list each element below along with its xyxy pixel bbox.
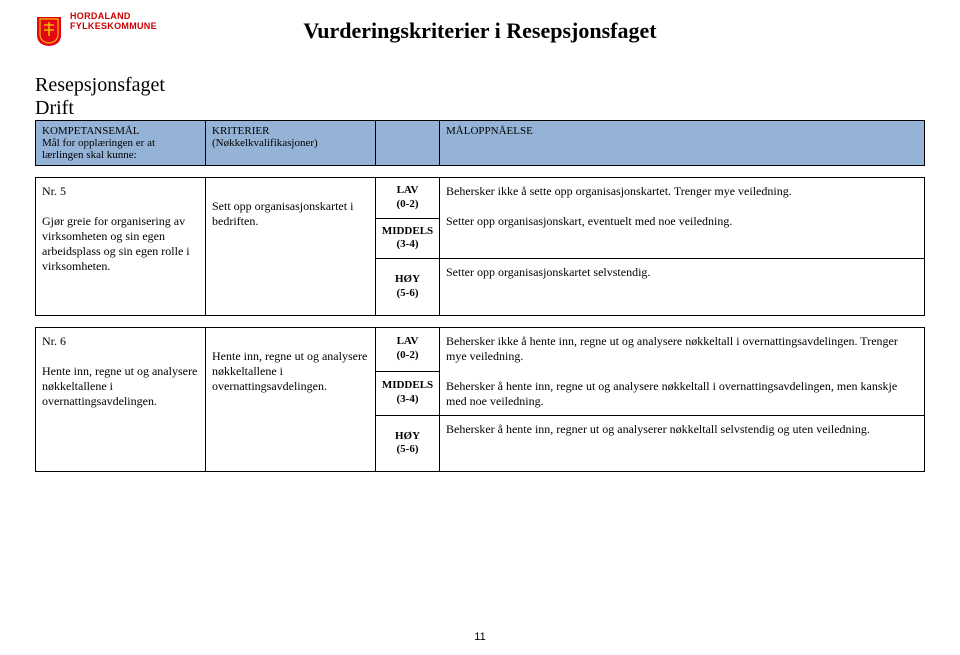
- desc-hoy: Setter opp organisasjonskartet selvstend…: [440, 259, 925, 316]
- spacer-row: [36, 315, 925, 327]
- subject-heading: Resepsjonsfaget Drift: [35, 74, 925, 120]
- desc-lav-mid: Behersker ikke å hente inn, regne ut og …: [440, 327, 925, 415]
- level-hoy: HØY (5-6): [376, 259, 440, 316]
- logo-text: HORDALAND FYLKESKOMMUNE: [70, 12, 157, 32]
- desc-lav-mid: Behersker ikke å sette opp organisasjons…: [440, 178, 925, 259]
- header-col-level: [376, 121, 440, 166]
- header-col-criteria: KRITERIER (Nøkkelkvalifikasjoner): [206, 121, 376, 166]
- spacer-row: [36, 166, 925, 178]
- desc-lav-text: Behersker ikke å sette opp organisasjons…: [446, 184, 792, 198]
- criteria-text: Sett opp organisasjonskartet i bedriften…: [212, 199, 353, 228]
- criteria-cell: Hente inn, regne ut og analysere nøkkelt…: [206, 327, 376, 472]
- criteria-text: Hente inn, regne ut og analysere nøkkelt…: [212, 349, 367, 393]
- shield-icon: [35, 15, 63, 47]
- goal-text: Gjør greie for organisering av virksomhe…: [42, 214, 190, 273]
- desc-hoy-text: Behersker å hente inn, regner ut og anal…: [446, 422, 870, 436]
- header-col-achievement: MÅLOPPNÅELSE: [440, 121, 925, 166]
- header-col1-l3: lærlingen skal kunne:: [42, 149, 199, 161]
- level-hoy: HØY (5-6): [376, 415, 440, 472]
- logo-text-line1: HORDALAND: [70, 11, 131, 21]
- header-col1-l2: Mål for opplæringen er at: [42, 137, 199, 149]
- header-col2-l2: (Nøkkelkvalifikasjoner): [212, 137, 369, 149]
- level-mid: MIDDELS (3-4): [376, 371, 440, 415]
- header-col-goal: KOMPETANSEMÅL Mål for opplæringen er at …: [36, 121, 206, 166]
- desc-hoy: Behersker å hente inn, regner ut og anal…: [440, 415, 925, 472]
- level-mid: MIDDELS (3-4): [376, 218, 440, 259]
- desc-mid-text: Setter opp organisasjonskart, eventuelt …: [446, 214, 732, 228]
- page-number: 11: [0, 631, 960, 643]
- level-hoy-label: HØY: [395, 273, 420, 285]
- goal-cell: Nr. 6 Hente inn, regne ut og analysere n…: [36, 327, 206, 472]
- table-header-row: KOMPETANSEMÅL Mål for opplæringen er at …: [36, 121, 925, 166]
- goal-cell: Nr. 5 Gjør greie for organisering av vir…: [36, 178, 206, 316]
- subject-line2: Drift: [35, 97, 74, 119]
- table-row: Nr. 5 Gjør greie for organisering av vir…: [36, 178, 925, 219]
- item-number: Nr. 6: [42, 334, 66, 348]
- level-mid-label: MIDDELS: [382, 225, 433, 237]
- logo: [35, 15, 63, 52]
- subject-line1: Resepsjonsfaget: [35, 74, 165, 96]
- desc-hoy-text: Setter opp organisasjonskartet selvstend…: [446, 265, 650, 279]
- level-hoy-range: (5-6): [397, 287, 419, 299]
- level-lav-label: LAV: [397, 335, 419, 347]
- desc-mid-text: Behersker å hente inn, regne ut og analy…: [446, 379, 897, 408]
- header-col2-l1: KRITERIER: [212, 125, 369, 137]
- level-hoy-label: HØY: [395, 430, 420, 442]
- level-lav-range: (0-2): [397, 349, 419, 361]
- level-hoy-range: (5-6): [397, 443, 419, 455]
- document-title: Vurderingskriterier i Resepsjonsfaget: [35, 18, 925, 44]
- logo-text-line2: FYLKESKOMMUNE: [70, 21, 157, 31]
- goal-text: Hente inn, regne ut og analysere nøkkelt…: [42, 364, 197, 408]
- level-mid-label: MIDDELS: [382, 379, 433, 391]
- criteria-cell: Sett opp organisasjonskartet i bedriften…: [206, 178, 376, 316]
- header-col1-l1: KOMPETANSEMÅL: [42, 125, 199, 137]
- criteria-table: KOMPETANSEMÅL Mål for opplæringen er at …: [35, 120, 925, 472]
- level-lav: LAV (0-2): [376, 327, 440, 371]
- level-lav-label: LAV: [397, 184, 419, 196]
- level-mid-range: (3-4): [397, 393, 419, 405]
- level-mid-range: (3-4): [397, 238, 419, 250]
- item-number: Nr. 5: [42, 184, 66, 198]
- desc-lav-text: Behersker ikke å hente inn, regne ut og …: [446, 334, 898, 363]
- level-lav: LAV (0-2): [376, 178, 440, 219]
- table-row: Nr. 6 Hente inn, regne ut og analysere n…: [36, 327, 925, 371]
- level-lav-range: (0-2): [397, 198, 419, 210]
- header-col4-l1: MÅLOPPNÅELSE: [446, 125, 918, 137]
